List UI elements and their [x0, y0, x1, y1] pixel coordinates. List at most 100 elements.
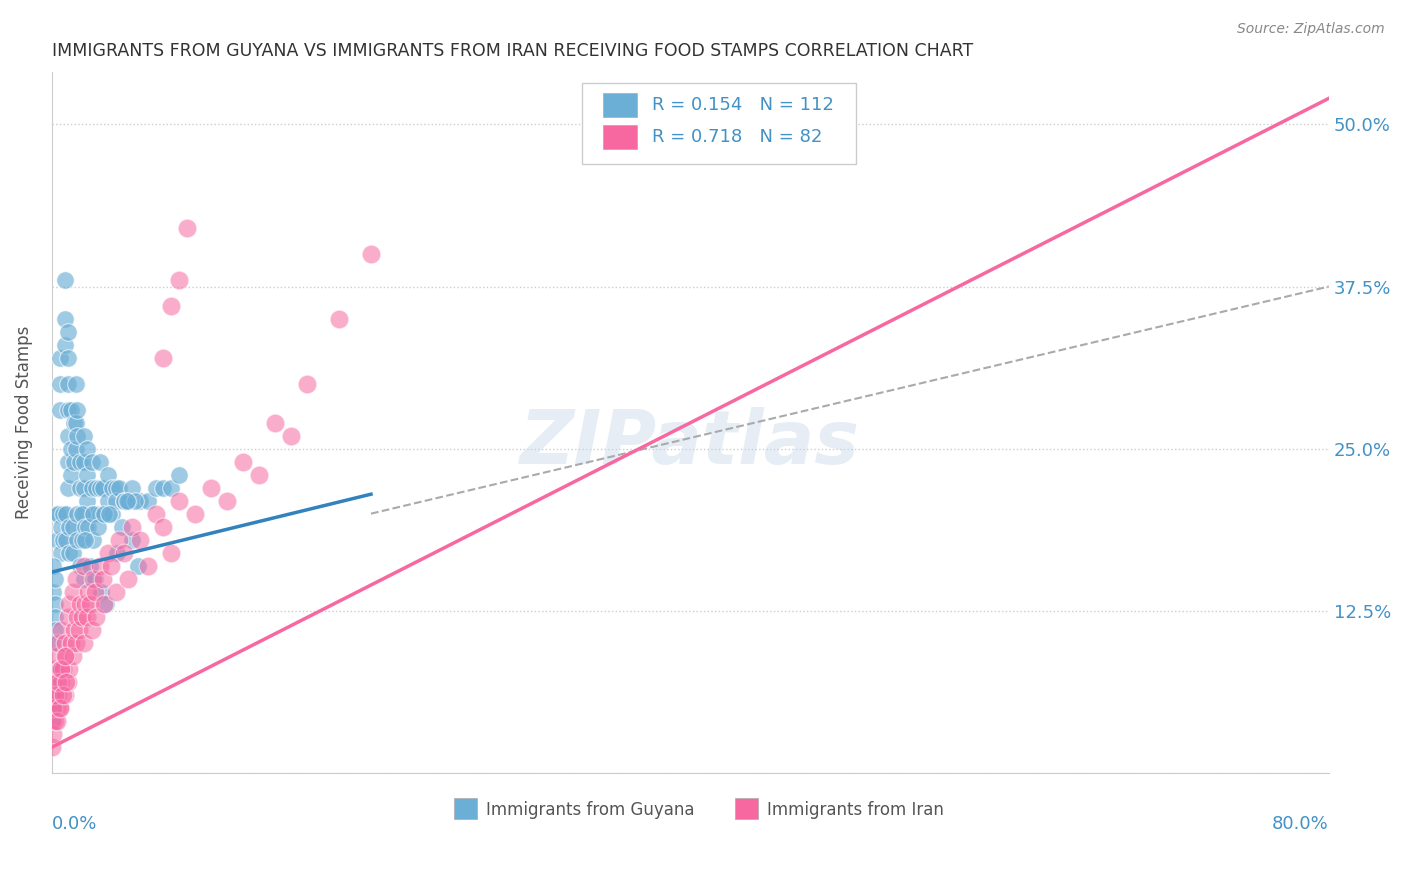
Point [51, 675, 73, 690]
Point [82, 533, 104, 547]
Point [58, 598, 80, 612]
Point [328, 312, 350, 326]
Point [121, 481, 143, 495]
Point [45, 714, 67, 729]
Text: IMMIGRANTS FROM GUYANA VS IMMIGRANTS FROM IRAN RECEIVING FOOD STAMPS CORRELATION: IMMIGRANTS FROM GUYANA VS IMMIGRANTS FRO… [52, 42, 973, 60]
Point [360, 247, 382, 261]
Point [75, 533, 97, 547]
Point [52, 533, 75, 547]
Point [152, 519, 174, 533]
Point [69, 455, 91, 469]
Point [44, 572, 66, 586]
Point [97, 493, 120, 508]
Point [105, 545, 128, 559]
Point [247, 467, 270, 482]
Point [69, 481, 91, 495]
Point [46, 689, 69, 703]
Point [45, 701, 67, 715]
Point [41, 675, 63, 690]
Point [115, 493, 138, 508]
Point [100, 558, 122, 573]
Point [127, 558, 149, 573]
Point [66, 610, 89, 624]
FancyBboxPatch shape [603, 93, 637, 117]
Point [53, 338, 76, 352]
Point [145, 507, 167, 521]
Point [58, 662, 80, 676]
Point [82, 507, 104, 521]
Point [121, 533, 143, 547]
Point [80, 481, 103, 495]
Point [41, 701, 63, 715]
Point [217, 493, 239, 508]
FancyBboxPatch shape [735, 797, 758, 819]
Point [56, 376, 79, 391]
Point [42, 689, 65, 703]
Point [46, 675, 69, 690]
Point [124, 493, 146, 508]
Point [169, 273, 191, 287]
Point [48, 351, 70, 365]
Point [44, 714, 66, 729]
Point [86, 610, 108, 624]
Text: 0.0%: 0.0% [52, 815, 97, 833]
Point [44, 689, 66, 703]
Text: Immigrants from Guyana: Immigrants from Guyana [486, 801, 695, 819]
Text: Source: ZipAtlas.com: Source: ZipAtlas.com [1237, 22, 1385, 37]
Point [145, 481, 167, 495]
Point [89, 455, 111, 469]
Point [55, 533, 77, 547]
Point [77, 584, 100, 599]
Point [46, 636, 69, 650]
Point [136, 493, 159, 508]
Point [63, 455, 86, 469]
Point [55, 507, 77, 521]
Point [45, 533, 67, 547]
Point [91, 507, 114, 521]
Point [45, 507, 67, 521]
Point [42, 662, 65, 676]
Point [79, 598, 101, 612]
Point [73, 481, 96, 495]
Point [98, 507, 121, 521]
Point [53, 649, 76, 664]
Point [76, 442, 98, 456]
Point [56, 610, 79, 624]
Text: 80.0%: 80.0% [1272, 815, 1329, 833]
Point [70, 610, 93, 624]
Point [69, 598, 91, 612]
Text: ZIPatlas: ZIPatlas [520, 408, 860, 480]
Point [73, 507, 96, 521]
Point [51, 624, 73, 638]
Point [58, 519, 80, 533]
Point [86, 481, 108, 495]
Point [48, 662, 70, 676]
Point [128, 533, 150, 547]
Point [104, 493, 127, 508]
Point [70, 533, 93, 547]
Point [44, 624, 66, 638]
Point [69, 558, 91, 573]
Point [93, 598, 115, 612]
Point [66, 429, 89, 443]
Point [48, 376, 70, 391]
Point [42, 558, 65, 573]
Point [41, 689, 63, 703]
Point [160, 545, 183, 559]
Point [63, 416, 86, 430]
Point [232, 455, 254, 469]
Point [152, 351, 174, 365]
Point [42, 727, 65, 741]
Point [42, 675, 65, 690]
Point [55, 675, 77, 690]
Point [66, 507, 89, 521]
Point [169, 467, 191, 482]
Point [184, 507, 207, 521]
Point [76, 610, 98, 624]
Point [42, 701, 65, 715]
Point [56, 429, 79, 443]
Point [66, 402, 89, 417]
Point [48, 402, 70, 417]
Point [65, 376, 87, 391]
Point [101, 481, 124, 495]
